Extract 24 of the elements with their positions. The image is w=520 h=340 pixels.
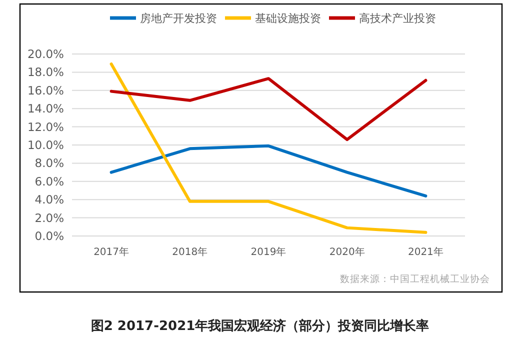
y-tick-label: 8.0%: [34, 156, 64, 170]
y-tick-label: 16.0%: [27, 83, 64, 98]
x-tick-label: 2019年: [250, 246, 286, 258]
y-tick-label: 12.0%: [27, 120, 64, 134]
y-tick-label: 10.0%: [27, 138, 64, 152]
y-tick-label: 20.0%: [27, 47, 64, 61]
y-tick-label: 0.0%: [34, 229, 64, 243]
text: 图2 2017-2021年我国宏观经济（部分）投资同比增长率: [90, 318, 430, 334]
x-tick-label: 2017年: [94, 246, 130, 258]
y-tick-label: 18.0%: [27, 65, 64, 80]
legend-label: 房地产开发投资: [140, 12, 217, 25]
source-note: 数据来源：中国工程机械工业协会: [340, 273, 490, 285]
x-tick-label: 2018年: [172, 246, 208, 258]
y-tick-label: 2.0%: [34, 210, 64, 225]
x-tick-label: 2020年: [329, 246, 365, 258]
y-tick-label: 6.0%: [34, 174, 64, 188]
y-tick-label: 4.0%: [34, 192, 64, 207]
line-series: [110, 77, 428, 142]
line-series: [110, 62, 428, 234]
x-tick-label: 2021年: [408, 246, 444, 258]
legend-label: 基础设施投资: [255, 12, 321, 25]
line-series: [110, 144, 428, 198]
legend-label: 高技术产业投资: [359, 12, 436, 25]
y-tick-label: 14.0%: [27, 102, 64, 116]
